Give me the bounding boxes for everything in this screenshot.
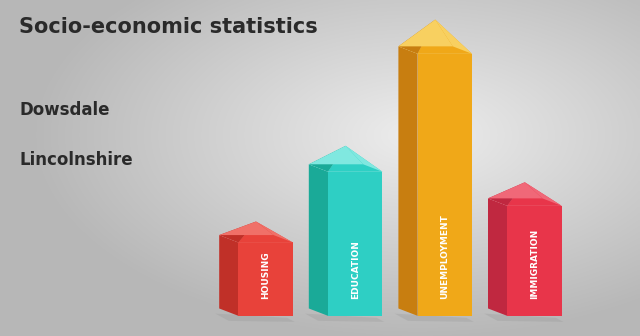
Polygon shape [309, 146, 346, 172]
Polygon shape [525, 182, 562, 206]
Text: Lincolnshire: Lincolnshire [19, 151, 133, 169]
Polygon shape [309, 164, 383, 172]
Polygon shape [239, 243, 292, 316]
Polygon shape [309, 164, 328, 316]
Polygon shape [346, 146, 383, 172]
Polygon shape [256, 221, 292, 243]
Text: Socio-economic statistics: Socio-economic statistics [19, 17, 318, 37]
Polygon shape [239, 221, 292, 243]
Polygon shape [398, 19, 435, 54]
Polygon shape [219, 221, 274, 235]
Polygon shape [484, 313, 564, 322]
Polygon shape [219, 235, 292, 243]
Polygon shape [488, 182, 543, 198]
Polygon shape [309, 146, 364, 164]
Text: Dowsdale: Dowsdale [19, 101, 109, 119]
Polygon shape [215, 313, 294, 322]
Polygon shape [398, 19, 453, 46]
Polygon shape [305, 313, 385, 322]
Polygon shape [398, 46, 417, 316]
Polygon shape [219, 221, 256, 243]
Polygon shape [328, 146, 383, 172]
Polygon shape [417, 19, 472, 54]
Polygon shape [507, 206, 562, 316]
Polygon shape [394, 313, 474, 322]
Text: IMMIGRATION: IMMIGRATION [530, 229, 539, 299]
Polygon shape [488, 182, 525, 206]
Polygon shape [328, 172, 383, 316]
Polygon shape [219, 235, 239, 316]
Polygon shape [488, 198, 562, 206]
Polygon shape [398, 46, 472, 54]
Polygon shape [435, 19, 472, 54]
Polygon shape [488, 198, 507, 316]
Text: EDUCATION: EDUCATION [351, 240, 360, 299]
Text: UNEMPLOYMENT: UNEMPLOYMENT [440, 214, 449, 299]
Polygon shape [507, 182, 562, 206]
Text: HOUSING: HOUSING [261, 251, 270, 299]
Polygon shape [417, 54, 472, 316]
